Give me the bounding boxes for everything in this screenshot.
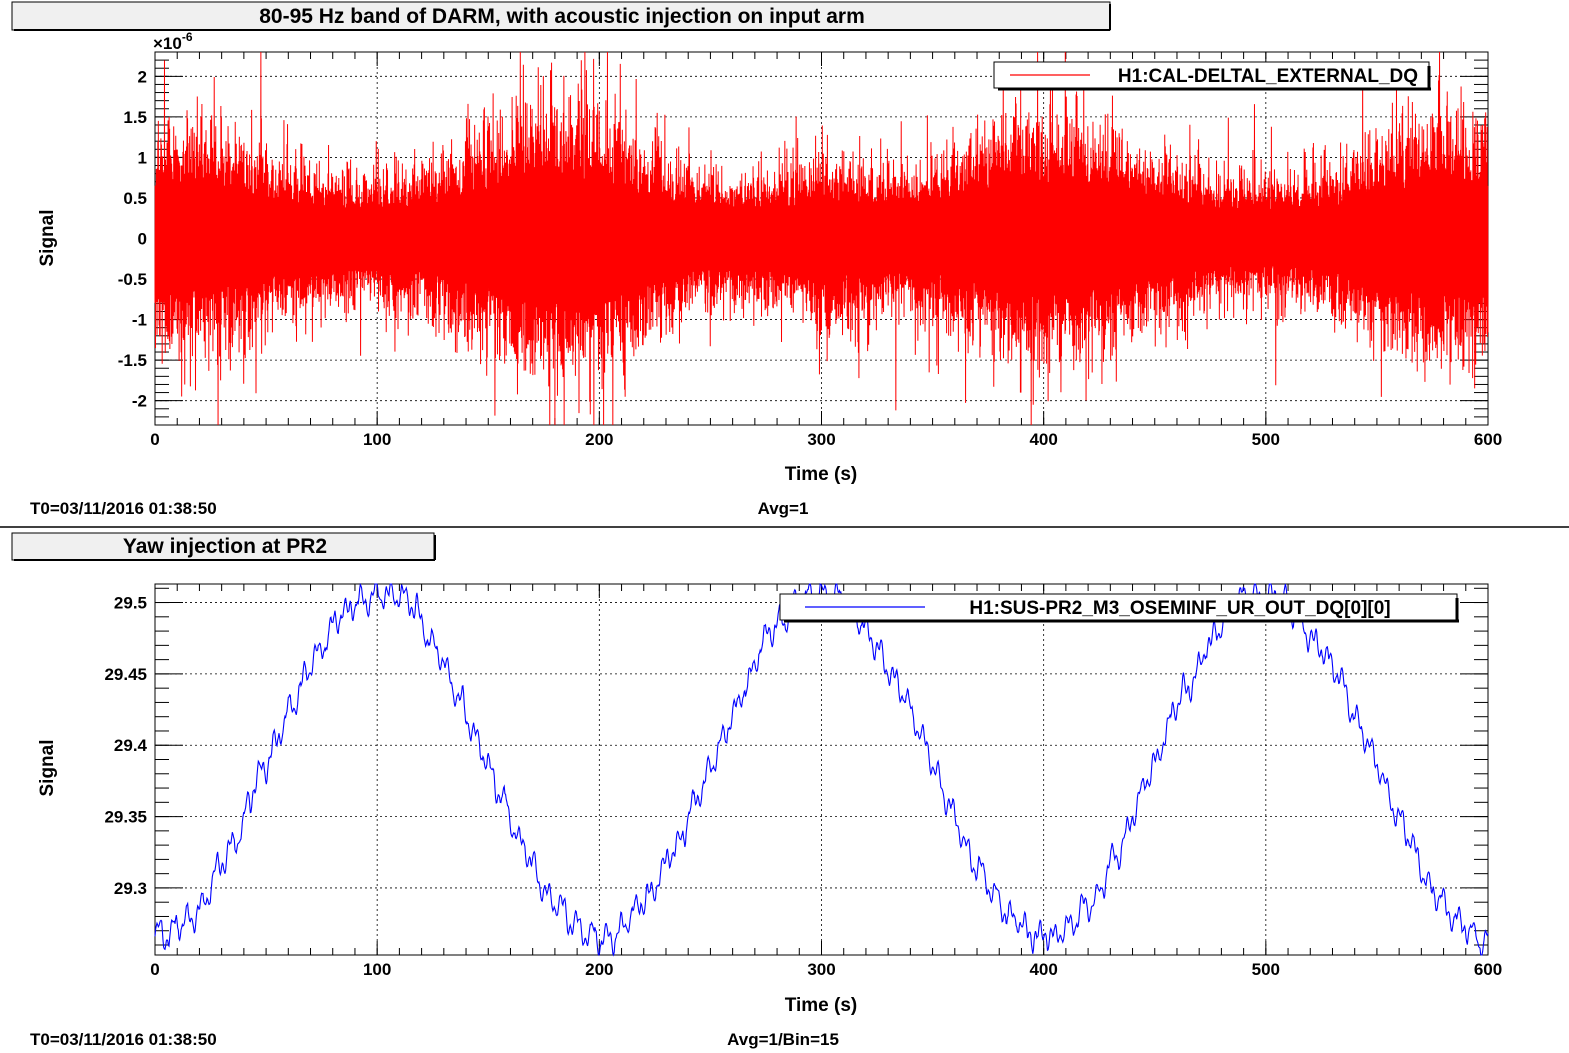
bottom-x-tick-label: 400: [1029, 960, 1057, 979]
top-x-tick-label: 200: [585, 430, 613, 449]
bottom-footer-t0: T0=03/11/2016 01:38:50: [30, 1030, 217, 1049]
top-y-tick-label: -1.5: [118, 351, 147, 370]
bottom-x-tick-label: 500: [1252, 960, 1280, 979]
top-x-tick-label: 100: [363, 430, 391, 449]
top-series-area: [154, 51, 1489, 426]
bottom-x-axis-label: Time (s): [785, 995, 858, 1016]
bottom-legend-label: H1:SUS-PR2_M3_OSEMINF_UR_OUT_DQ[0][0]: [969, 598, 1390, 619]
top-y-tick-label: 0: [138, 230, 147, 249]
bottom-chart-title: Yaw injection at PR2: [123, 535, 327, 558]
top-y-tick-label: -0.5: [118, 270, 147, 289]
top-y-tick-labels: -2 -1.5 -1 -0.5 0 0.5 1 1.5 2: [118, 67, 147, 410]
bottom-footer-avg: Avg=1/Bin=15: [727, 1030, 839, 1049]
bottom-y-tick-labels: 29.3 29.35 29.4 29.45 29.5: [104, 594, 147, 898]
bottom-grid: [155, 584, 1488, 955]
top-x-tick-label: 0: [150, 430, 159, 449]
top-x-tick-label: 400: [1029, 430, 1057, 449]
bottom-y-tick-label: 29.35: [104, 808, 147, 827]
top-y-tick-label: 1: [138, 148, 147, 167]
bottom-legend: H1:SUS-PR2_M3_OSEMINF_UR_OUT_DQ[0][0]: [779, 593, 1459, 623]
bottom-x-tick-label: 600: [1474, 960, 1502, 979]
top-pad: 80-95 Hz band of DARM, with acoustic inj…: [11, 1, 1502, 518]
top-x-tick-labels: 0 100 200 300 400 500 600: [150, 430, 1502, 449]
top-footer-t0: T0=03/11/2016 01:38:50: [30, 499, 217, 518]
bottom-y-tick-label: 29.4: [114, 736, 148, 755]
top-y-tick-label: 2: [138, 67, 147, 86]
top-y-tick-label: -2: [132, 392, 147, 411]
top-y-tick-label: -1: [132, 311, 147, 330]
bottom-x-tick-label: 100: [363, 960, 391, 979]
bottom-pad: Yaw injection at PR2 0 100 200 300 400 500 600…: [11, 532, 1502, 1049]
top-y-tick-label: 0.5: [123, 189, 147, 208]
top-y-axis-label: Signal: [37, 209, 58, 266]
top-legend: H1:CAL-DELTAL_EXTERNAL_DQ: [993, 61, 1431, 91]
top-y-tick-label: 1.5: [123, 108, 147, 127]
top-y-exponent: ×10-6: [153, 30, 193, 53]
top-legend-label: H1:CAL-DELTAL_EXTERNAL_DQ: [1118, 66, 1418, 87]
bottom-y-tick-label: 29.45: [104, 665, 147, 684]
bottom-x-tick-label: 200: [585, 960, 613, 979]
bottom-y-tick-label: 29.3: [114, 879, 147, 898]
bottom-x-tick-label: 300: [807, 960, 835, 979]
top-x-tick-label: 300: [807, 430, 835, 449]
top-x-axis-label: Time (s): [785, 464, 858, 485]
top-x-tick-label: 500: [1252, 430, 1280, 449]
bottom-x-tick-labels: 0 100 200 300 400 500 600: [150, 960, 1502, 979]
bottom-y-tick-label: 29.5: [114, 594, 147, 613]
bottom-ticks: [154, 584, 1489, 955]
bottom-y-axis-label: Signal: [37, 739, 58, 796]
bottom-title-box: [11, 532, 435, 561]
top-footer-avg: Avg=1: [758, 499, 809, 518]
bottom-x-tick-label: 0: [150, 960, 159, 979]
top-x-tick-label: 600: [1474, 430, 1502, 449]
top-series-line: [154, 51, 1489, 426]
top-chart-title: 80-95 Hz band of DARM, with acoustic inj…: [259, 5, 865, 28]
